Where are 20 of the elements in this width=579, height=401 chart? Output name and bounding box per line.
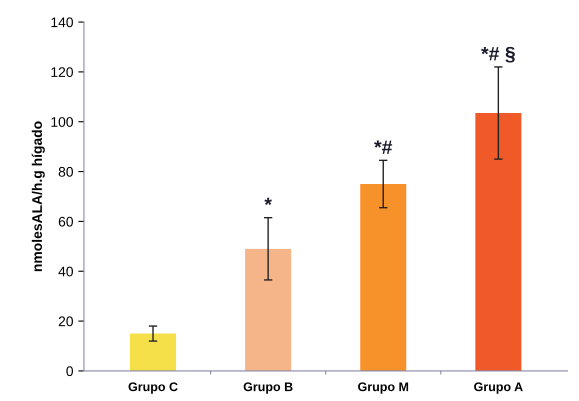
bar — [360, 184, 406, 371]
x-tick-label: Grupo B — [244, 382, 293, 394]
y-tick-label: 0 — [66, 366, 73, 376]
bar — [130, 334, 176, 371]
y-tick-label: 40 — [58, 266, 73, 276]
y-tick-label: 20 — [58, 316, 73, 326]
y-axis-title: nmolesALA/h.g hígado — [32, 121, 45, 272]
x-tick-label: Grupo M — [358, 382, 408, 394]
annotation: *# — [374, 140, 392, 154]
y-tick-label: 100 — [51, 117, 73, 127]
bar — [475, 113, 522, 371]
annotation: *# § — [481, 46, 515, 63]
bar — [245, 248, 292, 371]
y-tick-label: 120 — [51, 67, 73, 78]
x-tick-label: Grupo A — [474, 382, 523, 394]
y-tick-label: 140 — [51, 17, 73, 28]
x-tick-label: Grupo C — [128, 382, 178, 394]
annotation: * — [264, 198, 272, 205]
y-tick-label: 80 — [58, 166, 73, 177]
y-tick-label: 60 — [58, 216, 73, 227]
